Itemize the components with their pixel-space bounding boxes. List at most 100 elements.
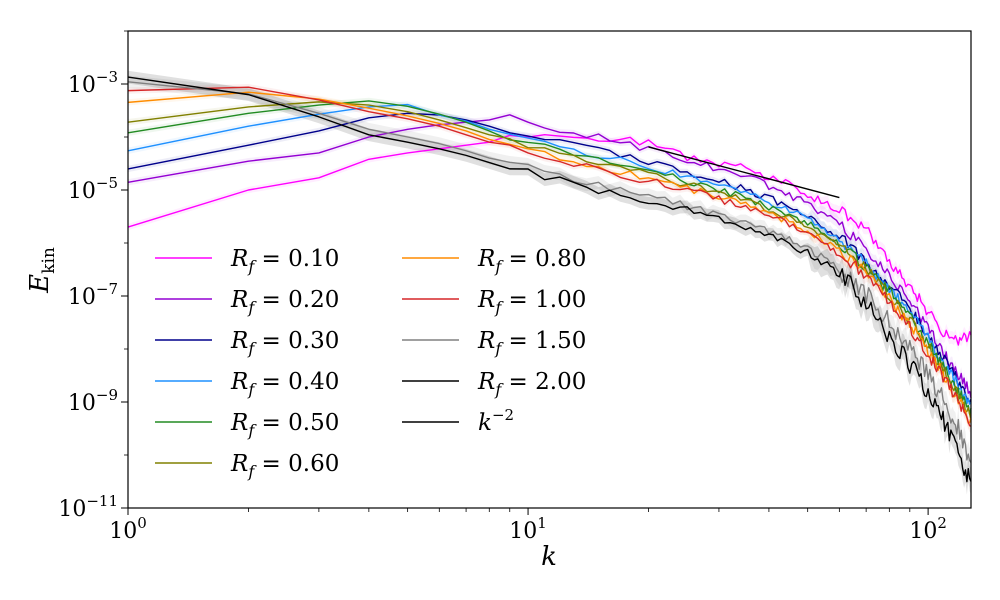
legend-value: = 1.00	[501, 287, 586, 313]
legend-entry-r-f-0-40: Rf = 0.40	[155, 369, 339, 399]
legend-symbol: R	[230, 369, 248, 395]
x-tick-exp: 1	[537, 514, 547, 532]
legend-entry-r-f-1-00: Rf = 1.00	[402, 287, 586, 317]
y-tick-exp: −9	[96, 386, 118, 404]
legend-subscript: f	[247, 380, 257, 399]
y-tick-base: 10	[68, 285, 96, 310]
reference-line-k-minus-2	[648, 146, 840, 199]
legend-label: Rf = 2.00	[477, 369, 586, 399]
reference-line-layer	[648, 146, 840, 199]
series-line-r-f-0-80	[127, 91, 972, 424]
legend-subscript: f	[247, 257, 257, 276]
legend-subscript: f	[247, 339, 257, 358]
series-line-r-f-0-20	[127, 114, 972, 398]
legend-entry-r-f-0-10: Rf = 0.10	[155, 246, 339, 276]
legend-entry-r-f-1-50: Rf = 1.50	[402, 328, 586, 358]
legend-entry-r-f-0-20: Rf = 0.20	[155, 287, 339, 317]
legend-symbol: R	[477, 369, 495, 395]
legend-value: = 0.30	[254, 328, 339, 354]
series-line-r-f-2-00	[127, 76, 972, 483]
y-tick-label: 10−9	[68, 386, 118, 416]
legend-subscript: f	[494, 380, 504, 399]
legend-symbol: R	[230, 287, 248, 313]
legend-entry-r-f-0-80: Rf = 0.80	[402, 246, 586, 276]
legend-subscript: f	[494, 257, 504, 276]
y-tick-exp: −7	[96, 280, 118, 298]
plot-frame	[127, 30, 972, 509]
legend-symbol: R	[477, 287, 495, 313]
legend-subscript: f	[247, 462, 257, 481]
series-line-r-f-0-30	[127, 112, 972, 404]
x-tick-base: 10	[109, 519, 137, 544]
legend-entry-r-f-0-30: Rf = 0.30	[155, 328, 339, 358]
legend-entry-r-f-0-60: Rf = 0.60	[155, 451, 339, 481]
y-tick-base: 10	[58, 497, 86, 522]
y-tick-label: 10−3	[68, 68, 118, 98]
legend-label: Rf = 0.20	[230, 287, 339, 317]
x-tick-label: 102	[909, 514, 947, 544]
legend-symbol: R	[477, 246, 495, 272]
legend-symbol: R	[230, 328, 248, 354]
y-axis-label-sub: kin	[39, 247, 59, 274]
legend-value: = 0.80	[501, 246, 586, 272]
series-line-r-f-1-00	[127, 86, 972, 427]
legend-symbol: R	[230, 451, 248, 477]
y-axis-ticks: 10−310−510−710−910−11	[58, 30, 128, 522]
y-tick-exp: −3	[96, 68, 118, 86]
legend-subscript: f	[494, 298, 504, 317]
y-axis-label: Ekin	[25, 247, 59, 294]
x-tick-exp: 2	[937, 514, 947, 532]
legend-value: = 0.40	[254, 369, 339, 395]
legend-label: k−2	[478, 406, 514, 436]
y-tick-label: 10−7	[68, 280, 118, 310]
legend-subscript: f	[247, 421, 257, 440]
band-r-f-0-80	[128, 89, 971, 430]
y-tick-exp: −11	[86, 492, 118, 510]
series-line-r-f-0-50	[127, 100, 972, 415]
legend-value: = 1.50	[501, 328, 586, 354]
legend-symbol: R	[477, 328, 495, 354]
legend-value: = 0.60	[254, 451, 339, 477]
legend-value: = 0.50	[254, 410, 339, 436]
legend-entry-k-2: k−2	[402, 406, 514, 436]
legend-symbol: R	[230, 246, 248, 272]
x-tick-base: 10	[909, 519, 937, 544]
legend-exponent: −2	[492, 406, 514, 424]
legend-entry-r-f-0-50: Rf = 0.50	[155, 410, 339, 440]
legend-subscript: f	[247, 298, 257, 317]
y-tick-label: 10−5	[68, 174, 118, 204]
legend-label: Rf = 1.00	[477, 287, 586, 317]
legend-value: = 0.10	[254, 246, 339, 272]
series-line-r-f-0-10	[127, 133, 972, 346]
x-tick-label: 101	[509, 514, 547, 544]
uncertainty-bands	[128, 70, 971, 495]
x-axis-label: k	[541, 542, 557, 572]
legend-label: Rf = 1.50	[477, 328, 586, 358]
legend-label: Rf = 0.80	[477, 246, 586, 276]
legend-label: Rf = 0.40	[230, 369, 339, 399]
legend-label: Rf = 0.60	[230, 451, 339, 481]
y-tick-label: 10−11	[58, 492, 118, 522]
x-tick-base: 10	[509, 519, 537, 544]
x-axis-ticks: 100 101 102	[109, 508, 947, 544]
y-tick-base: 10	[68, 179, 96, 204]
x-tick-label: 100	[109, 514, 147, 544]
legend-label: Rf = 0.50	[230, 410, 339, 440]
legend-value: = 2.00	[501, 369, 586, 395]
legend-symbol: k	[478, 410, 492, 436]
y-tick-base: 10	[68, 73, 96, 98]
legend-label: Rf = 0.30	[230, 328, 339, 358]
legend-entry-r-f-2-00: Rf = 2.00	[402, 369, 586, 399]
legend-value: = 0.20	[254, 287, 339, 313]
legend-label: Rf = 0.10	[230, 246, 339, 276]
series-lines	[127, 76, 972, 483]
y-axis-label-main: E	[25, 274, 55, 294]
band-r-f-0-40	[128, 101, 971, 411]
x-tick-exp: 0	[137, 514, 147, 532]
y-tick-base: 10	[68, 391, 96, 416]
legend-symbol: R	[230, 410, 248, 436]
y-tick-exp: −5	[96, 174, 118, 192]
legend-subscript: f	[494, 339, 504, 358]
